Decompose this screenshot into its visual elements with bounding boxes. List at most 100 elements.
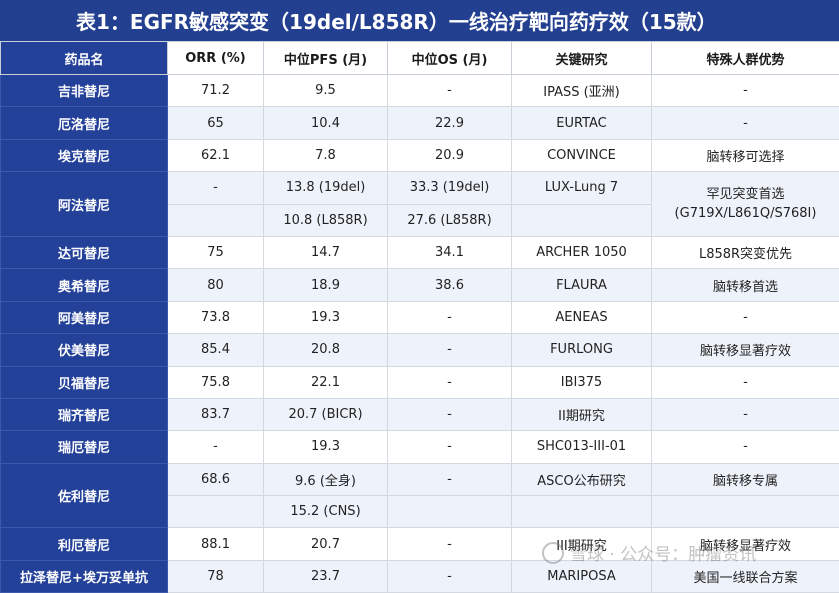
os-cell: -	[388, 75, 512, 107]
table-row: 奥希替尼 80 18.9 38.6 FLAURA 脑转移首选	[1, 269, 839, 301]
drug-name: 阿美替尼	[1, 301, 168, 333]
orr-cell: 73.8	[168, 301, 264, 333]
advantage-cell: 美国一线联合方案	[652, 560, 839, 592]
header-row: 药品名 ORR (%) 中位PFS (月) 中位OS (月) 关键研究 特殊人群…	[1, 42, 839, 75]
table-row: 佐利替尼 68.6 9.6 (全身) - ASCO公布研究 脑转移专属	[1, 463, 839, 495]
table-row: 拉泽替尼+埃万妥单抗 78 23.7 - MARIPOSA 美国一线联合方案	[1, 560, 839, 592]
drug-name: 贝福替尼	[1, 366, 168, 398]
orr-cell	[168, 496, 264, 528]
header-orr: ORR (%)	[168, 42, 264, 75]
pfs-cell: 18.9	[264, 269, 388, 301]
orr-cell: 88.1	[168, 528, 264, 560]
advantage-cell: -	[652, 107, 839, 139]
os-cell: -	[388, 528, 512, 560]
advantage-cell	[652, 496, 839, 528]
header-os: 中位OS (月)	[388, 42, 512, 75]
pfs-cell: 9.5	[264, 75, 388, 107]
study-cell: EURTAC	[512, 107, 652, 139]
table-title: 表1：EGFR敏感突变（19del/L858R）一线治疗靶向药疗效（15款）	[0, 0, 839, 41]
advantage-cell: -	[652, 75, 839, 107]
advantage-cell: -	[652, 366, 839, 398]
orr-cell: 75	[168, 236, 264, 268]
pfs-cell: 10.8 (L858R)	[264, 204, 388, 236]
os-cell: -	[388, 560, 512, 592]
study-cell: SHC013-III-01	[512, 431, 652, 463]
os-cell: 38.6	[388, 269, 512, 301]
header-drug: 药品名	[1, 42, 168, 75]
study-cell: MARIPOSA	[512, 560, 652, 592]
table-row: 厄洛替尼 65 10.4 22.9 EURTAC -	[1, 107, 839, 139]
orr-cell: 62.1	[168, 139, 264, 171]
orr-cell: -	[168, 431, 264, 463]
table-row: 吉非替尼 71.2 9.5 - IPASS (亚洲) -	[1, 75, 839, 107]
os-cell: -	[388, 334, 512, 366]
orr-cell: 78	[168, 560, 264, 592]
advantage-cell: -	[652, 431, 839, 463]
drug-name: 伏美替尼	[1, 334, 168, 366]
study-cell: AENEAS	[512, 301, 652, 333]
header-study: 关键研究	[512, 42, 652, 75]
study-cell: FURLONG	[512, 334, 652, 366]
study-cell: ASCO公布研究	[512, 463, 652, 495]
pfs-cell: 13.8 (19del)	[264, 172, 388, 204]
orr-cell: -	[168, 172, 264, 204]
os-cell: 34.1	[388, 236, 512, 268]
table-row: 瑞齐替尼 83.7 20.7 (BICR) - II期研究 -	[1, 398, 839, 430]
table-row: 阿法替尼 - 13.8 (19del) 33.3 (19del) LUX-Lun…	[1, 172, 839, 204]
drug-name: 拉泽替尼+埃万妥单抗	[1, 560, 168, 592]
orr-cell: 85.4	[168, 334, 264, 366]
table-row: 贝福替尼 75.8 22.1 - IBI375 -	[1, 366, 839, 398]
study-cell: III期研究	[512, 528, 652, 560]
os-cell: 20.9	[388, 139, 512, 171]
drug-name: 佐利替尼	[1, 463, 168, 528]
os-cell	[388, 496, 512, 528]
orr-cell: 75.8	[168, 366, 264, 398]
study-cell	[512, 496, 652, 528]
advantage-cell: 脑转移显著疗效	[652, 528, 839, 560]
advantage-cell: 罕见突变首选 (G719X/L861Q/S768I)	[652, 172, 839, 237]
study-cell: LUX-Lung 7	[512, 172, 652, 204]
header-advantage: 特殊人群优势	[652, 42, 839, 75]
orr-cell	[168, 204, 264, 236]
study-cell: II期研究	[512, 398, 652, 430]
pfs-cell: 22.1	[264, 366, 388, 398]
os-cell: 22.9	[388, 107, 512, 139]
drug-name: 吉非替尼	[1, 75, 168, 107]
pfs-cell: 19.3	[264, 301, 388, 333]
study-cell: IBI375	[512, 366, 652, 398]
study-cell	[512, 204, 652, 236]
drug-name: 阿法替尼	[1, 172, 168, 237]
drug-name: 达可替尼	[1, 236, 168, 268]
pfs-cell: 9.6 (全身)	[264, 463, 388, 495]
os-cell: 27.6 (L858R)	[388, 204, 512, 236]
pfs-cell: 23.7	[264, 560, 388, 592]
pfs-cell: 20.8	[264, 334, 388, 366]
pfs-cell: 20.7 (BICR)	[264, 398, 388, 430]
pfs-cell: 7.8	[264, 139, 388, 171]
orr-cell: 83.7	[168, 398, 264, 430]
os-cell: -	[388, 463, 512, 495]
drug-name: 奥希替尼	[1, 269, 168, 301]
advantage-cell: 脑转移可选择	[652, 139, 839, 171]
orr-cell: 65	[168, 107, 264, 139]
drug-name: 埃克替尼	[1, 139, 168, 171]
pfs-cell: 15.2 (CNS)	[264, 496, 388, 528]
os-cell: -	[388, 366, 512, 398]
efficacy-table: 药品名 ORR (%) 中位PFS (月) 中位OS (月) 关键研究 特殊人群…	[0, 41, 839, 593]
os-cell: 33.3 (19del)	[388, 172, 512, 204]
header-pfs: 中位PFS (月)	[264, 42, 388, 75]
drug-name: 利厄替尼	[1, 528, 168, 560]
table-row: 利厄替尼 88.1 20.7 - III期研究 脑转移显著疗效	[1, 528, 839, 560]
pfs-cell: 10.4	[264, 107, 388, 139]
os-cell: -	[388, 398, 512, 430]
orr-cell: 68.6	[168, 463, 264, 495]
orr-cell: 80	[168, 269, 264, 301]
advantage-cell: 脑转移专属	[652, 463, 839, 495]
pfs-cell: 20.7	[264, 528, 388, 560]
pfs-cell: 14.7	[264, 236, 388, 268]
advantage-cell: 脑转移首选	[652, 269, 839, 301]
study-cell: IPASS (亚洲)	[512, 75, 652, 107]
table-row: 伏美替尼 85.4 20.8 - FURLONG 脑转移显著疗效	[1, 334, 839, 366]
study-cell: FLAURA	[512, 269, 652, 301]
table-row: 达可替尼 75 14.7 34.1 ARCHER 1050 L858R突变优先	[1, 236, 839, 268]
